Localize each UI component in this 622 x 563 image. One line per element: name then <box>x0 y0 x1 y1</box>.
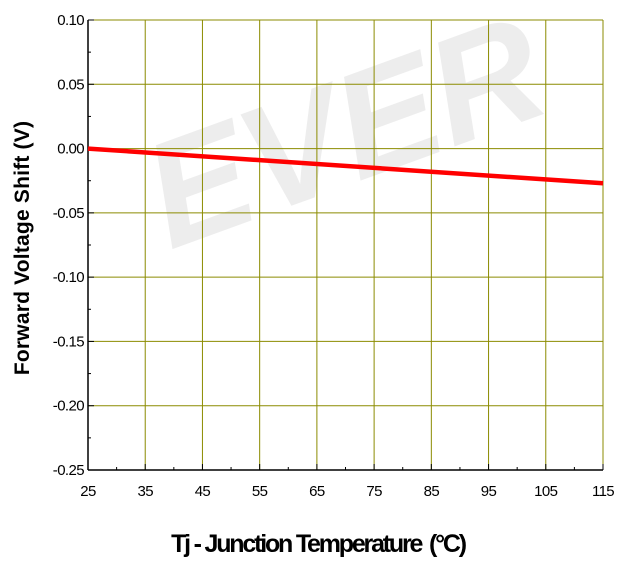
x-axis-label: Tj - Junction Temperature <box>171 530 423 558</box>
x-tick-label: 115 <box>592 483 614 500</box>
y-tick-label: 0.10 <box>57 12 84 29</box>
y-tick-label: 0.05 <box>57 76 84 93</box>
y-tick-label: -0.10 <box>53 269 84 286</box>
series-line <box>87 146 604 186</box>
x-axis-unit: (°C) <box>429 530 467 558</box>
x-tick-label: 85 <box>424 483 440 500</box>
y-tick-label: -0.25 <box>53 462 84 479</box>
series-layer <box>87 146 604 186</box>
watermark: EVER <box>123 0 564 280</box>
y-axis-title: Forward Voltage Shift (V) <box>11 121 34 375</box>
y-tick-label: -0.05 <box>53 205 84 222</box>
x-tick-label: 25 <box>80 483 96 500</box>
y-tick-label: 0.00 <box>57 141 84 158</box>
y-tick-label: -0.20 <box>53 398 84 415</box>
x-tick-label: 75 <box>366 483 382 500</box>
x-tick-label: 45 <box>195 483 211 500</box>
x-tick-label: 65 <box>309 483 325 500</box>
axis-ticks <box>87 19 604 471</box>
x-tick-label: 35 <box>137 483 153 500</box>
x-axis-title: Tj - Junction Temperature (°C) <box>171 530 467 558</box>
watermark-text: EVER <box>123 0 564 280</box>
y-tick-labels: 0.10 0.05 0.00 -0.05 -0.10 -0.15 -0.20 -0.25 <box>53 12 85 479</box>
y-tick-label: -0.15 <box>53 333 84 350</box>
x-tick-label: 95 <box>481 483 497 500</box>
x-tick-label: 55 <box>252 483 268 500</box>
x-tick-label: 105 <box>534 483 557 500</box>
x-tick-labels: 25 35 45 55 65 75 85 95 105 115 <box>80 483 615 500</box>
